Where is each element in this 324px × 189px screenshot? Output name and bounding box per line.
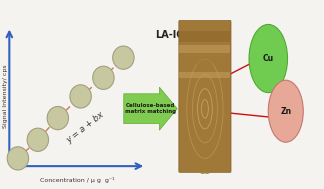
Bar	[179, 45, 230, 53]
Circle shape	[47, 106, 68, 130]
Circle shape	[249, 24, 287, 93]
Text: Concentration / μ g  g⁻¹: Concentration / μ g g⁻¹	[40, 177, 115, 183]
Bar	[179, 56, 230, 65]
Text: y = a + bx: y = a + bx	[64, 110, 105, 145]
Circle shape	[7, 147, 29, 170]
Text: Cellulose-based
matrix matching: Cellulose-based matrix matching	[125, 103, 176, 114]
Circle shape	[70, 85, 91, 108]
Text: LA-ICP-MS: LA-ICP-MS	[156, 30, 212, 40]
Circle shape	[93, 66, 114, 89]
Circle shape	[268, 80, 303, 142]
Text: Cu: Cu	[263, 54, 274, 63]
Bar	[179, 31, 230, 42]
FancyBboxPatch shape	[179, 20, 231, 172]
Text: Signal Intensity/ cps: Signal Intensity/ cps	[3, 65, 7, 128]
Text: Zn: Zn	[280, 107, 291, 116]
Circle shape	[113, 46, 134, 69]
Bar	[179, 72, 230, 78]
FancyArrow shape	[124, 87, 177, 130]
Circle shape	[27, 128, 49, 151]
